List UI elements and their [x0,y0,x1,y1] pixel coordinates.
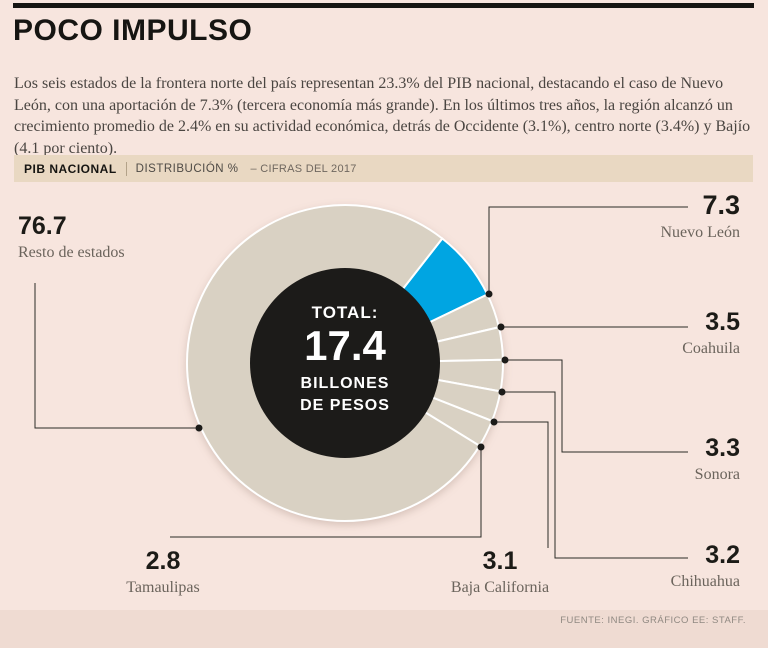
name-sonora: Sonora [694,466,740,483]
label-chihuahua: 3.2 Chihuahua [671,543,740,591]
label-sonora: 3.3 Sonora [695,436,740,484]
strip-divider [125,161,127,176]
footer-band [0,610,768,648]
donut-hole [250,268,440,458]
callout-line-sonora [505,359,688,453]
callout-line-chihuahua [502,391,688,559]
value-baja-california: 3.1 [482,547,518,575]
name-baja-california: Baja California [450,579,550,596]
total-units-line2: DE PESOS [300,397,390,414]
intro-paragraph: Los seis estados de la frontera norte de… [14,75,751,157]
label-resto-de-estados: 76.7 Resto de estados [18,214,125,262]
label-baja-california: 3.1 Baja California [390,549,610,597]
value-nuevo-leon: 7.3 [702,190,740,220]
chart-note: – CIFRAS DEL 2017 [250,162,357,175]
name-resto-de-estados: Resto de estados [18,244,125,261]
callout-line-nuevo-leon [488,206,688,294]
value-tamaulipas: 2.8 [145,547,181,575]
source-credit: FUENTE: INEGI. GRÁFICO EE: STAFF. [560,615,746,626]
name-chihuahua: Chihuahua [670,573,740,590]
total-units-line1: BILLONES [300,375,390,392]
label-tamaulipas: 2.8 Tamaulipas [53,549,273,597]
chart-kicker: PIB NACIONAL [24,161,117,176]
value-chihuahua: 3.2 [705,541,740,569]
donut-center-label: TOTAL: 17.4 BILLONES DE PESOS [245,303,445,415]
name-coahuila: Coahuila [682,340,740,357]
label-coahuila: 3.5 Coahuila [682,310,740,358]
name-nuevo-leon: Nuevo León [660,224,740,241]
value-resto-de-estados: 76.7 [18,212,67,240]
label-nuevo-leon: 7.3 Nuevo León [660,192,740,242]
top-rule [13,3,754,8]
name-tamaulipas: Tamaulipas [126,579,200,596]
total-label: TOTAL: [311,303,379,322]
chart-subtitle: DISTRIBUCIÓN % [135,162,239,175]
total-value: 17.4 [304,322,386,369]
page-title: POCO IMPULSO [13,14,253,47]
value-coahuila: 3.5 [705,308,740,336]
value-sonora: 3.3 [705,434,740,462]
chart-header-strip: PIB NACIONAL DISTRIBUCIÓN % – CIFRAS DEL… [14,155,753,182]
